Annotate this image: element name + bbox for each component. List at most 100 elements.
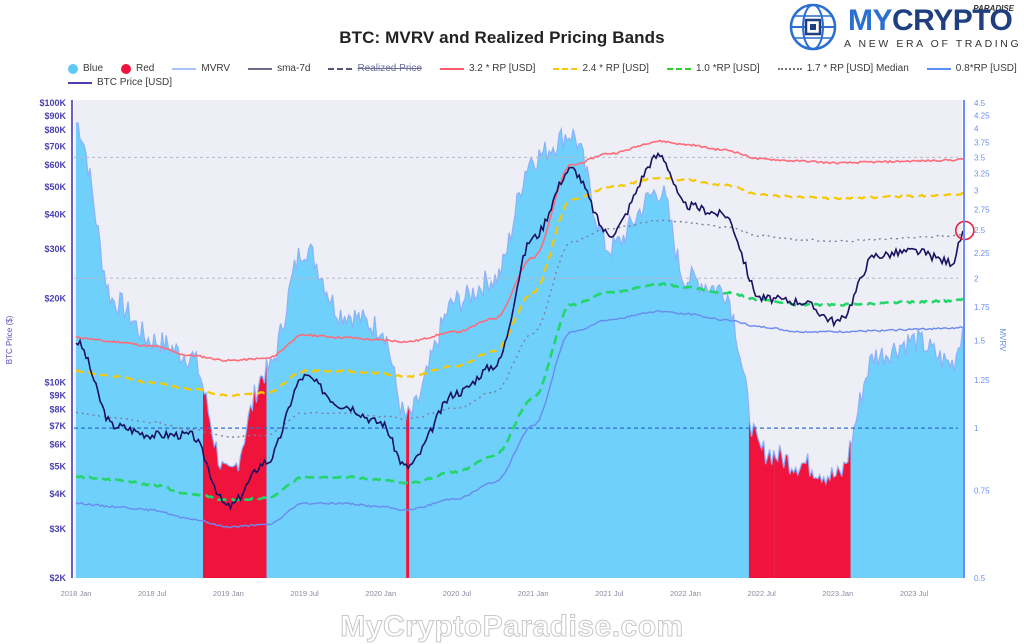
legend-item[interactable]: 2.4 * RP [USD] xyxy=(553,62,649,76)
y2-axis-tick-label: 1 xyxy=(974,424,979,433)
legend-line-icon xyxy=(68,82,92,84)
legend-label: 2.4 * RP [USD] xyxy=(582,63,649,74)
x-axis-tick-label: 2022 Jul xyxy=(747,589,776,598)
legend-label: Red xyxy=(136,63,155,74)
y-axis-tick-label: $9K xyxy=(49,390,66,400)
legend-label: sma-7d xyxy=(277,63,311,74)
x-axis-tick-label: 2020 Jan xyxy=(365,589,396,598)
y-axis-tick-label: $8K xyxy=(49,405,66,415)
y2-axis-tick-label: 2.5 xyxy=(974,226,986,235)
x-axis-tick-label: 2023 Jan xyxy=(822,589,853,598)
y2-axis-tick-label: 3 xyxy=(974,187,979,196)
y-axis-tick-label: $100K xyxy=(39,98,66,108)
y2-axis-tick-label: 2.75 xyxy=(974,205,990,214)
x-axis-tick-label: 2020 Jul xyxy=(443,589,472,598)
legend-item[interactable]: 1.0 *RP [USD] xyxy=(666,62,760,76)
band-line xyxy=(75,281,966,502)
y-axis-tick-label: $6K xyxy=(49,440,66,450)
legend-label: 1.0 *RP [USD] xyxy=(695,63,760,74)
y-axis-tick-label: $7K xyxy=(49,421,66,431)
x-axis-tick-label: 2023 Jul xyxy=(900,589,929,598)
legend-item[interactable]: 3.2 * RP [USD] xyxy=(439,62,536,76)
legend-dot-icon xyxy=(68,64,78,74)
legend-label: 0.8*RP [USD] xyxy=(955,63,1017,74)
x-axis-tick-label: 2019 Jul xyxy=(290,589,319,598)
chart-legend: Blue Red MVRV sma-7d Realized Price 3.2 * RP … xyxy=(68,62,1017,90)
y2-axis-tick-label: 4 xyxy=(974,124,979,133)
y-axis-tick-label: $10K xyxy=(44,378,66,388)
y2-axis-title: MVRV xyxy=(998,329,1007,353)
y-axis-title: BTC Price ($) xyxy=(5,315,14,364)
legend-line-icon xyxy=(926,68,951,70)
legend-label: 1.7 * RP [USD] Median xyxy=(806,63,909,74)
legend-line-icon xyxy=(777,68,802,70)
x-axis-tick-label: 2021 Jul xyxy=(595,589,624,598)
legend-label: MVRV xyxy=(201,63,231,74)
mvrv-red-area xyxy=(406,406,410,578)
legend-item[interactable]: 0.8*RP [USD] xyxy=(926,62,1017,76)
y-axis-tick-label: $3K xyxy=(49,524,66,534)
y2-axis-tick-label: 1.25 xyxy=(974,376,990,385)
y-axis-tick-label: $80K xyxy=(44,125,66,135)
y-axis-tick-label: $5K xyxy=(49,462,66,472)
y2-axis-tick-label: 1.5 xyxy=(974,337,986,346)
legend-label: BTC Price [USD] xyxy=(97,77,173,88)
y-axis-tick-label: $30K xyxy=(44,244,66,254)
mvrv-red-area xyxy=(774,440,851,578)
y-axis-tick-label: $60K xyxy=(44,160,66,170)
legend-label: Blue xyxy=(83,63,104,74)
legend-line-icon xyxy=(248,68,273,70)
y2-axis-tick-label: 4.25 xyxy=(974,111,990,120)
x-axis-tick-label: 2018 Jul xyxy=(138,589,167,598)
legend-dot-icon xyxy=(121,64,132,74)
legend-item[interactable]: sma-7d xyxy=(248,62,310,76)
chart-title: BTC: MVRV and Realized Pricing Bands xyxy=(339,28,665,47)
legend-item[interactable]: Blue xyxy=(68,62,103,76)
mvrv-blue-area xyxy=(76,123,965,578)
legend-item[interactable]: BTC Price [USD] xyxy=(68,76,172,90)
legend-line-icon xyxy=(439,68,464,70)
legend-line-icon xyxy=(553,68,578,70)
watermark: MyCryptoParadise.com xyxy=(340,610,684,644)
y2-axis-tick-label: 1.75 xyxy=(974,303,990,312)
legend-label: 3.2 * RP [USD] xyxy=(468,63,536,74)
legend-item[interactable]: Realized Price xyxy=(328,62,422,76)
legend-item[interactable]: Red xyxy=(121,62,154,76)
mvrv-red-area xyxy=(748,411,775,578)
y-axis-tick-label: $50K xyxy=(44,182,66,192)
legend-item[interactable]: MVRV xyxy=(172,62,230,76)
y2-axis-tick-label: 0.5 xyxy=(974,574,986,583)
logo-tagline: A NEW ERA OF TRADING xyxy=(844,38,1022,50)
btc-price-line xyxy=(75,151,966,511)
legend-row: Blue Red MVRV sma-7d Realized Price 3.2 * RP … xyxy=(68,62,1017,76)
mvrv-red-area xyxy=(202,359,267,578)
legend-item[interactable]: 1.7 * RP [USD] Median xyxy=(777,62,909,76)
mvrv-line xyxy=(75,122,966,487)
legend-row: BTC Price [USD] xyxy=(68,76,968,90)
band-line xyxy=(75,176,966,398)
band-line xyxy=(75,310,965,529)
y-axis-tick-label: $4K xyxy=(49,489,66,499)
y-axis-tick-label: $90K xyxy=(44,111,66,121)
legend-line-icon xyxy=(328,68,353,70)
x-axis-tick-label: 2021 Jan xyxy=(518,589,549,598)
legend-line-icon xyxy=(172,68,197,70)
y2-axis-tick-label: 3.75 xyxy=(974,138,990,147)
logo-wordmark: MYCRYPTO xyxy=(848,4,1013,37)
y2-axis-tick-label: 3.25 xyxy=(974,169,990,178)
legend-line-icon xyxy=(666,68,691,70)
y-axis-tick-label: $20K xyxy=(44,293,66,303)
y-axis-tick-label: $40K xyxy=(44,209,66,219)
globe-circuit-icon xyxy=(789,3,837,51)
legend-label: Realized Price xyxy=(357,63,422,74)
y2-axis-tick-label: 0.75 xyxy=(974,486,990,495)
brand-logo: PARADISE MYCRYPTO A NEW ERA OF TRADING xyxy=(786,2,1022,54)
y-axis-tick-label: $2K xyxy=(49,573,66,583)
y2-axis-tick-label: 3.5 xyxy=(974,153,986,162)
x-axis-tick-label: 2018 Jan xyxy=(61,589,92,598)
y-axis-tick-label: $70K xyxy=(44,141,66,151)
y2-axis-tick-label: 2 xyxy=(974,274,979,283)
x-axis-tick-label: 2019 Jan xyxy=(213,589,244,598)
x-axis-tick-label: 2022 Jan xyxy=(670,589,701,598)
